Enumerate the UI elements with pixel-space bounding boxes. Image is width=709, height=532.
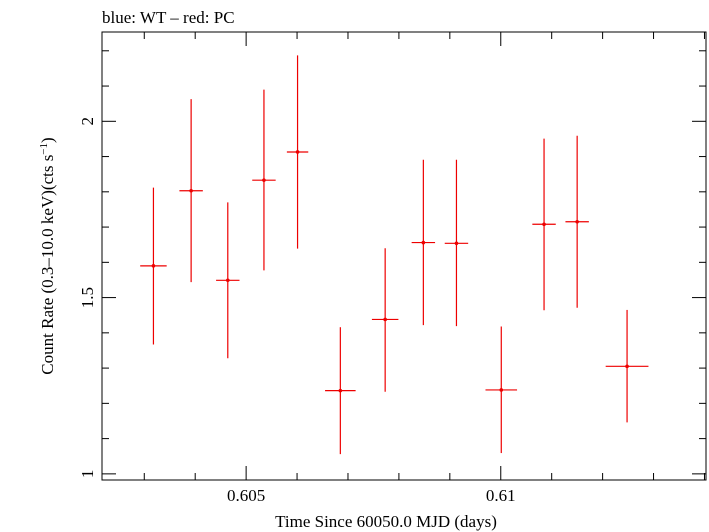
- data-marker: [295, 150, 300, 154]
- data-point: [371, 248, 399, 392]
- plot-frame: [101, 31, 707, 481]
- data-point: [605, 309, 649, 423]
- data-marker: [225, 278, 230, 283]
- data-marker: [189, 188, 193, 193]
- data-point: [565, 135, 589, 308]
- y-axis-label-main: Count Rate (0.3–10.0 keV)(cts s: [38, 155, 57, 375]
- data-point: [325, 327, 356, 455]
- data-marker: [542, 222, 546, 227]
- data-marker: [625, 364, 629, 369]
- data-marker: [575, 219, 579, 224]
- data-marker: [151, 264, 156, 268]
- data-point: [286, 55, 309, 249]
- data-marker: [454, 241, 459, 246]
- data-marker: [421, 240, 426, 245]
- chart-title: blue: WT – red: PC: [102, 8, 235, 27]
- data-point: [179, 99, 203, 283]
- data-points: [140, 55, 649, 455]
- x-tick-label: 0.605: [227, 486, 265, 505]
- data-point: [411, 159, 436, 326]
- axis-tick-labels: 0.605 0.61 1 1.5 2: [78, 117, 516, 505]
- data-marker: [383, 317, 387, 322]
- data-point: [216, 202, 240, 359]
- y-tick-label: 1: [78, 470, 97, 479]
- data-point: [252, 89, 276, 271]
- y-tick-label: 1.5: [78, 287, 97, 308]
- data-point: [532, 138, 556, 311]
- y-tick-label: 2: [78, 117, 97, 126]
- data-marker: [499, 388, 504, 392]
- x-axis-label: Time Since 60050.0 MJD (days): [275, 512, 497, 531]
- y-axis-label: Count Rate (0.3–10.0 keV)(cts s−1): [38, 137, 57, 374]
- y-axis-label-exponent: −1: [38, 143, 50, 155]
- data-point: [444, 159, 469, 327]
- data-marker: [262, 178, 266, 182]
- data-marker: [338, 388, 343, 393]
- y-axis-label-suffix: ): [38, 137, 57, 143]
- axis-ticks: [102, 32, 706, 480]
- x-tick-label: 0.61: [486, 486, 516, 505]
- data-point: [485, 326, 518, 454]
- data-point: [140, 187, 167, 345]
